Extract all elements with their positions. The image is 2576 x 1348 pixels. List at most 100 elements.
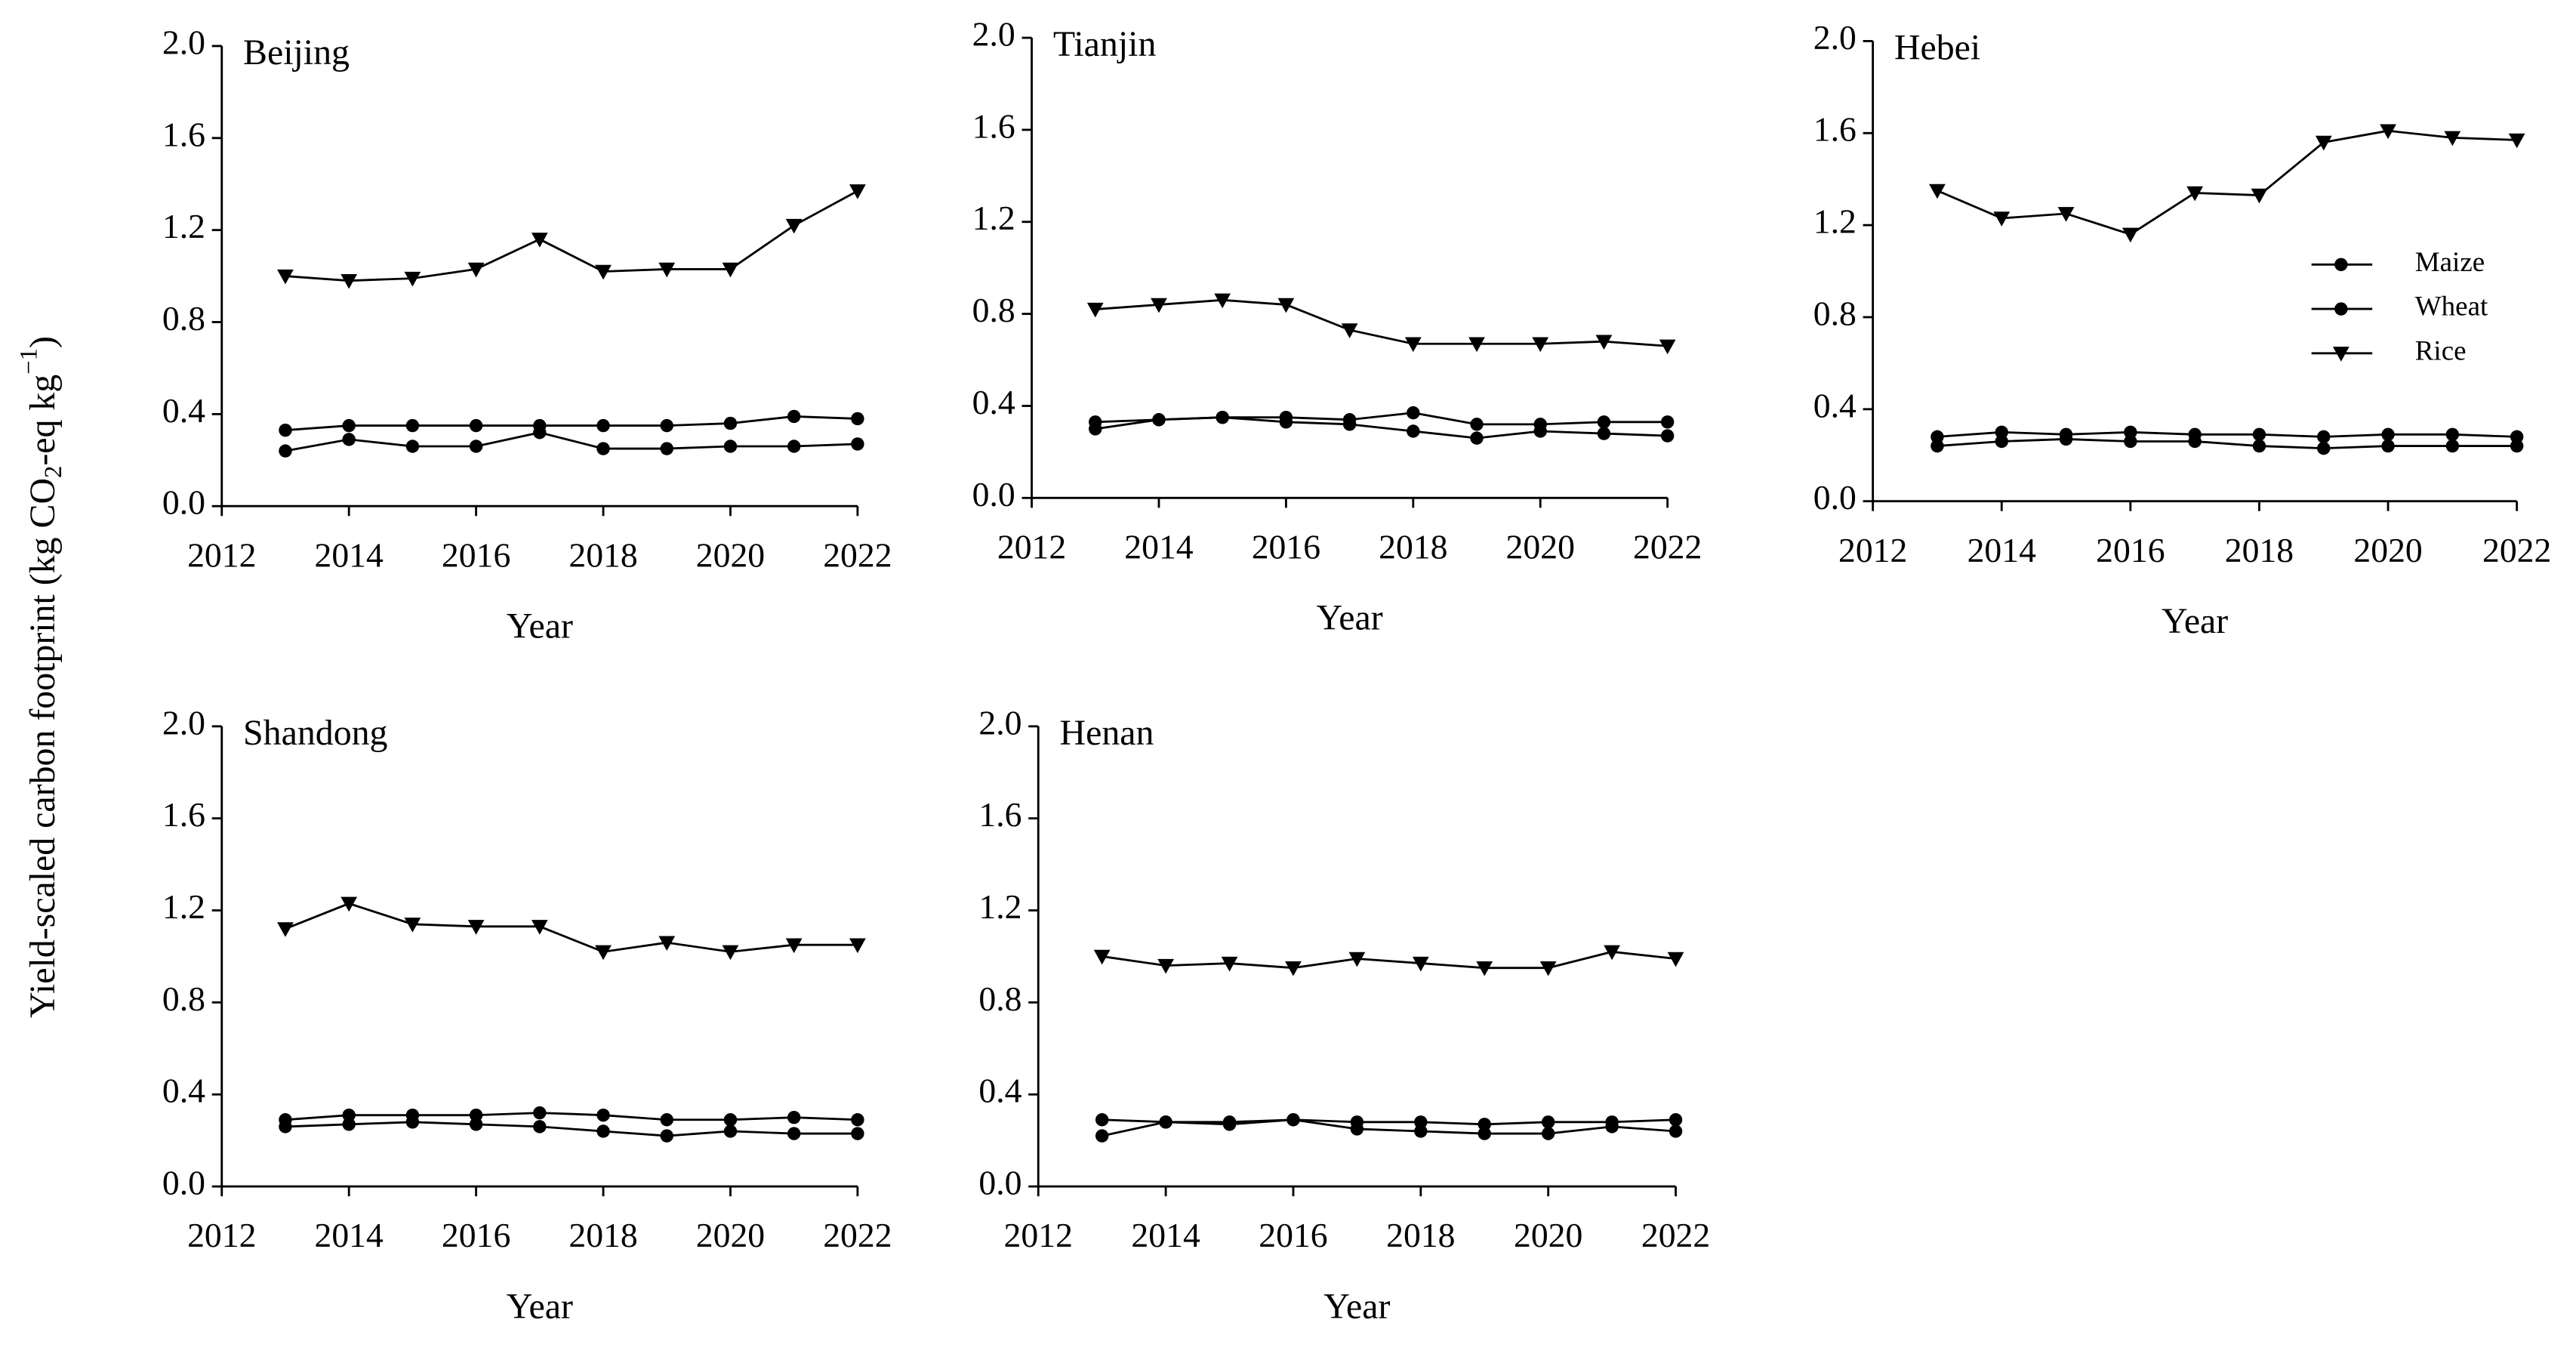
marker <box>1995 425 2008 440</box>
marker <box>595 945 612 961</box>
marker <box>1660 415 1675 429</box>
x-tick-label: 2016 <box>1259 1216 1327 1254</box>
y-tick-label: 1.2 <box>162 207 205 245</box>
marker <box>1214 293 1231 309</box>
marker <box>1930 439 1944 453</box>
panel-title: Shandong <box>243 713 388 753</box>
y-tick-label: 0.0 <box>162 483 205 522</box>
marker <box>2381 439 2395 453</box>
marker <box>1404 337 1422 353</box>
x-tick-label: 2018 <box>1379 527 1447 566</box>
x-tick-label: 2020 <box>1514 1216 1582 1254</box>
x-tick-label: 2012 <box>1838 531 1907 569</box>
marker <box>2057 207 2075 222</box>
marker <box>723 1113 738 1127</box>
marker <box>1342 418 1357 431</box>
x-tick-label: 2014 <box>1131 1216 1200 1254</box>
marker <box>1478 1118 1491 1131</box>
marker <box>660 418 673 433</box>
panel-title: Hebei <box>1894 27 1980 67</box>
marker <box>1086 302 1104 318</box>
y-tick-label: 0.4 <box>978 1072 1021 1110</box>
marker <box>1151 298 1167 313</box>
marker <box>469 418 483 433</box>
x-tick-label: 2020 <box>696 535 765 574</box>
series-line <box>285 902 858 953</box>
y-tick-label: 1.6 <box>978 795 1021 834</box>
marker <box>1468 337 1485 353</box>
legend-label: Rice <box>2415 335 2467 366</box>
marker <box>596 418 610 433</box>
marker <box>277 922 294 937</box>
marker <box>851 1127 864 1140</box>
y-tick-label: 0.8 <box>1813 294 1857 332</box>
marker <box>1470 418 1484 431</box>
marker <box>2124 425 2137 440</box>
marker <box>1595 335 1613 350</box>
marker <box>1930 430 1944 444</box>
y-tick-label: 2.0 <box>978 703 1021 742</box>
marker <box>1279 415 1293 429</box>
marker <box>1412 956 1429 972</box>
x-axis-title: Year <box>507 1286 573 1326</box>
x-tick-label: 2016 <box>1252 527 1320 566</box>
marker <box>660 1129 673 1143</box>
marker <box>279 444 292 458</box>
marker <box>2122 227 2139 243</box>
marker <box>1669 1124 1683 1138</box>
marker <box>658 936 676 952</box>
series-line <box>285 415 858 432</box>
series-line <box>1937 430 2517 438</box>
marker <box>469 1118 483 1131</box>
marker <box>785 938 803 954</box>
marker <box>849 938 866 954</box>
x-tick-label: 2018 <box>1386 1216 1455 1254</box>
y-title-part: ) <box>23 336 63 348</box>
marker <box>2315 135 2332 151</box>
panel-title: Beijing <box>243 32 350 72</box>
marker <box>849 184 866 199</box>
marker <box>279 423 292 437</box>
marker <box>1095 1113 1109 1127</box>
marker <box>1414 1115 1428 1129</box>
marker <box>1157 958 1174 974</box>
x-tick-label: 2022 <box>823 1216 892 1254</box>
marker <box>2444 131 2461 147</box>
marker <box>533 1106 547 1120</box>
y-tick-label: 0.0 <box>162 1164 205 1202</box>
marker <box>722 945 739 961</box>
marker <box>1152 413 1166 427</box>
marker <box>1659 339 1676 355</box>
marker <box>1660 429 1675 443</box>
marker <box>533 426 547 440</box>
y-tick-label: 0.8 <box>978 979 1021 1018</box>
marker <box>1533 424 1547 438</box>
x-tick-label: 2018 <box>569 1216 637 1254</box>
marker <box>595 264 612 280</box>
marker <box>405 1115 420 1129</box>
legend-label: Wheat <box>2415 292 2488 322</box>
y-tick-label: 0.0 <box>972 475 1015 514</box>
marker <box>469 1108 483 1122</box>
y-tick-label: 2.0 <box>972 15 1015 54</box>
marker <box>1667 952 1684 967</box>
marker <box>342 418 356 433</box>
y-tick-label: 2.0 <box>162 703 205 742</box>
marker <box>658 262 676 278</box>
marker <box>405 418 420 433</box>
marker <box>1532 337 1549 353</box>
series-line <box>285 1112 858 1121</box>
marker <box>342 1108 356 1122</box>
x-tick-label: 2012 <box>187 535 256 574</box>
y-tick-label: 1.2 <box>978 887 1021 926</box>
marker <box>2510 430 2524 444</box>
marker <box>2252 439 2266 453</box>
x-tick-label: 2018 <box>2225 531 2294 569</box>
marker <box>787 1127 801 1140</box>
y-tick-label: 1.2 <box>972 199 1015 237</box>
marker <box>596 442 610 455</box>
marker <box>2188 434 2202 449</box>
y-title-sup: −1 <box>16 348 43 375</box>
series-line <box>285 1121 858 1137</box>
